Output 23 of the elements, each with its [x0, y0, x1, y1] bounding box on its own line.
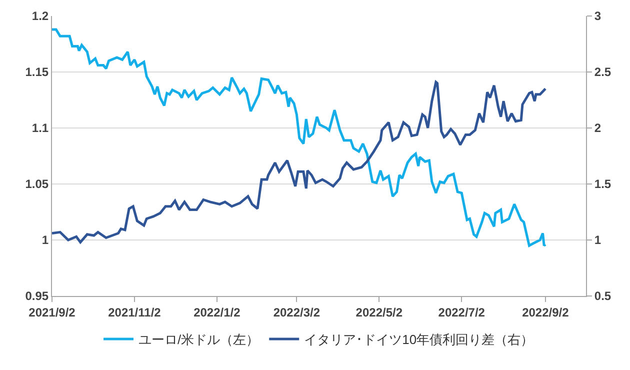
y-tick-label: 1: [42, 233, 49, 248]
line-series: [52, 28, 547, 247]
y-tick-label: 1.15: [25, 65, 49, 80]
y-tick-label: 0.95: [25, 289, 49, 304]
y2-tick-label: 1: [594, 233, 602, 248]
x-tick-label: 2022/5/2: [356, 305, 403, 320]
y2-tick-label: 2.5: [594, 65, 612, 80]
x-tick-label: 2021/11/2: [108, 305, 162, 320]
y-tick-label: 1.05: [25, 177, 49, 192]
x-tick-label: 2021/9/2: [28, 305, 76, 320]
line-series: [52, 80, 547, 244]
y2-tick-label: 1.5: [594, 177, 612, 192]
y-tick-label: 1.1: [32, 121, 49, 136]
legend-label: イタリア･ドイツ10年債利回り差（右）: [304, 332, 534, 348]
x-tick-label: 2022/7/2: [438, 305, 486, 320]
y2-tick-label: 2: [594, 121, 602, 136]
y2-tick-label: 0.5: [594, 289, 612, 304]
x-tick-label: 2022/9/2: [522, 305, 570, 320]
x-tick-label: 2022/1/2: [194, 305, 241, 320]
y2-tick-label: 3: [594, 9, 602, 24]
legend-label: ユーロ/米ドル（左）: [138, 332, 260, 348]
y-tick-label: 1.2: [32, 9, 49, 24]
x-tick-label: 2022/3/2: [273, 305, 320, 320]
